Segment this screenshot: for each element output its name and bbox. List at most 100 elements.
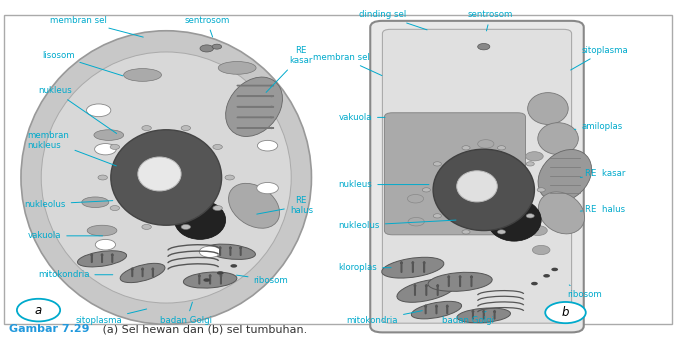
Ellipse shape (538, 192, 584, 234)
Text: kloroplas: kloroplas (338, 263, 391, 272)
Text: nukleus: nukleus (38, 86, 116, 133)
Text: sitoplasma: sitoplasma (571, 46, 629, 70)
Circle shape (532, 245, 550, 255)
Circle shape (142, 224, 152, 229)
Circle shape (422, 188, 431, 192)
Text: RE  halus: RE halus (580, 205, 626, 214)
FancyArrow shape (219, 247, 221, 255)
Circle shape (537, 188, 545, 192)
Circle shape (528, 225, 547, 235)
Text: RE
halus: RE halus (257, 196, 313, 215)
Circle shape (217, 271, 223, 275)
Text: membran sel: membran sel (50, 16, 144, 37)
Ellipse shape (120, 263, 165, 283)
Circle shape (181, 126, 190, 131)
FancyArrow shape (483, 310, 485, 319)
FancyArrow shape (111, 254, 113, 262)
Text: RE  kasar: RE kasar (580, 169, 626, 179)
Text: dinding sel: dinding sel (359, 10, 427, 30)
Ellipse shape (229, 183, 280, 228)
FancyArrow shape (152, 268, 154, 277)
Circle shape (543, 274, 550, 278)
Ellipse shape (428, 272, 492, 291)
Ellipse shape (527, 93, 568, 125)
Ellipse shape (124, 69, 162, 81)
Ellipse shape (77, 251, 127, 267)
Text: amiloplas: amiloplas (574, 122, 623, 131)
Ellipse shape (87, 225, 117, 236)
Ellipse shape (457, 171, 498, 202)
FancyBboxPatch shape (4, 15, 672, 324)
Ellipse shape (433, 149, 534, 230)
Ellipse shape (457, 308, 510, 323)
Ellipse shape (538, 123, 578, 154)
Circle shape (433, 162, 441, 166)
Text: (a) Sel hewan dan (b) sel tumbuhan.: (a) Sel hewan dan (b) sel tumbuhan. (99, 324, 307, 334)
Circle shape (95, 143, 116, 155)
Circle shape (408, 218, 424, 226)
Circle shape (545, 302, 586, 323)
Circle shape (498, 146, 506, 150)
FancyArrow shape (240, 247, 242, 255)
Circle shape (257, 182, 278, 194)
FancyArrow shape (446, 305, 448, 313)
Ellipse shape (487, 199, 541, 241)
Circle shape (526, 162, 534, 166)
Ellipse shape (41, 52, 291, 303)
FancyArrow shape (424, 305, 427, 313)
Text: Gambar 7.29: Gambar 7.29 (9, 324, 89, 334)
FancyArrow shape (472, 310, 474, 319)
Circle shape (526, 214, 534, 218)
Text: b: b (562, 306, 569, 319)
Text: vakuola: vakuola (28, 231, 103, 240)
FancyArrow shape (237, 117, 274, 118)
Text: mitokondria: mitokondria (347, 311, 422, 325)
Circle shape (531, 282, 538, 285)
FancyArrow shape (447, 275, 450, 286)
Ellipse shape (538, 149, 592, 202)
Circle shape (462, 146, 470, 150)
Text: ribosom: ribosom (568, 285, 603, 299)
FancyArrow shape (209, 274, 211, 284)
Text: badan Golgi: badan Golgi (442, 311, 494, 325)
FancyBboxPatch shape (383, 29, 571, 323)
FancyArrow shape (91, 254, 93, 262)
Circle shape (98, 175, 108, 180)
Text: mitokondria: mitokondria (38, 270, 113, 279)
FancyArrow shape (220, 274, 222, 284)
Circle shape (478, 43, 490, 50)
Ellipse shape (94, 130, 124, 140)
Text: nukleolus: nukleolus (24, 200, 113, 208)
FancyArrow shape (131, 268, 133, 277)
FancyArrow shape (198, 274, 200, 284)
Circle shape (203, 278, 210, 282)
Circle shape (551, 268, 558, 271)
Text: sentrosom: sentrosom (184, 16, 230, 37)
Circle shape (110, 206, 120, 211)
Circle shape (433, 214, 441, 218)
Ellipse shape (205, 244, 255, 260)
Ellipse shape (382, 257, 444, 278)
FancyArrow shape (425, 284, 427, 295)
Text: sitoplasma: sitoplasma (75, 309, 147, 325)
Circle shape (213, 206, 222, 211)
Text: sentrosom: sentrosom (468, 10, 513, 31)
Circle shape (200, 45, 213, 52)
FancyArrow shape (237, 106, 274, 107)
Circle shape (225, 175, 234, 180)
FancyArrow shape (237, 95, 274, 97)
Ellipse shape (21, 31, 311, 324)
FancyBboxPatch shape (385, 113, 525, 235)
Ellipse shape (397, 279, 456, 302)
Ellipse shape (225, 77, 282, 136)
FancyArrow shape (459, 275, 461, 286)
Circle shape (17, 299, 60, 321)
FancyArrow shape (101, 254, 103, 262)
Text: nukleus: nukleus (338, 180, 429, 189)
Circle shape (95, 239, 116, 250)
Circle shape (213, 144, 222, 149)
FancyArrow shape (237, 85, 274, 86)
Text: a: a (35, 304, 42, 317)
Ellipse shape (174, 201, 225, 239)
Text: vakuola: vakuola (338, 113, 385, 122)
